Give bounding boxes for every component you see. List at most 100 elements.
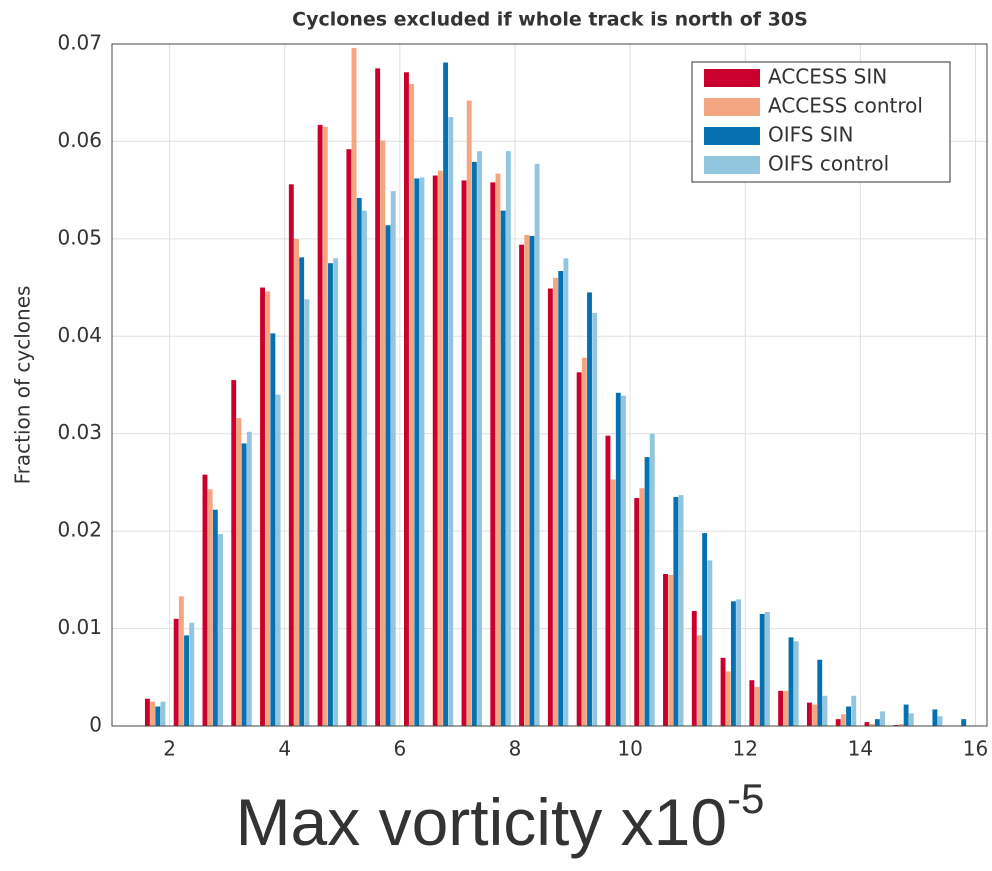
bar bbox=[869, 724, 875, 726]
bar bbox=[471, 161, 477, 727]
bar bbox=[155, 706, 161, 726]
y-tick-label: 0.07 bbox=[57, 31, 102, 55]
x-tick-label: 10 bbox=[617, 737, 642, 761]
bar bbox=[764, 612, 770, 726]
bar bbox=[207, 489, 213, 726]
y-tick-label: 0.06 bbox=[57, 128, 102, 152]
bar bbox=[720, 657, 726, 726]
bar bbox=[500, 210, 506, 727]
x-tick-label: 4 bbox=[278, 737, 291, 761]
bar bbox=[275, 394, 281, 726]
bar bbox=[241, 443, 247, 726]
bar bbox=[874, 719, 880, 726]
bar bbox=[903, 704, 909, 726]
bar bbox=[937, 716, 943, 726]
x-tick-label: 16 bbox=[963, 737, 988, 761]
x-tick-label: 14 bbox=[848, 737, 873, 761]
bar bbox=[673, 497, 679, 726]
x-tick-label: 8 bbox=[509, 737, 522, 761]
legend-label: OIFS control bbox=[768, 152, 889, 176]
bar bbox=[806, 702, 812, 726]
bar bbox=[725, 671, 731, 726]
bar bbox=[414, 178, 420, 727]
bar bbox=[558, 271, 564, 726]
bar bbox=[385, 225, 391, 726]
bar bbox=[547, 288, 553, 726]
bar bbox=[466, 100, 472, 727]
bar bbox=[490, 182, 496, 726]
legend-swatch bbox=[704, 69, 760, 87]
bar bbox=[932, 709, 938, 726]
bar bbox=[461, 180, 467, 726]
bar bbox=[610, 479, 616, 726]
legend-label: ACCESS control bbox=[768, 94, 923, 118]
bar bbox=[908, 713, 914, 726]
bar bbox=[749, 680, 755, 726]
bar bbox=[409, 83, 415, 726]
bar bbox=[615, 392, 621, 726]
bar bbox=[404, 72, 409, 727]
bar bbox=[851, 695, 857, 726]
bar bbox=[495, 173, 501, 726]
bar bbox=[702, 533, 708, 726]
legend-swatch bbox=[704, 156, 760, 174]
bar bbox=[754, 687, 760, 726]
bar bbox=[288, 184, 294, 727]
bar bbox=[477, 151, 483, 726]
bar bbox=[390, 191, 396, 727]
bar bbox=[524, 234, 530, 726]
bar bbox=[265, 291, 271, 726]
bar bbox=[333, 258, 339, 726]
bar bbox=[346, 149, 352, 727]
bar bbox=[576, 372, 582, 726]
bar bbox=[961, 719, 967, 726]
bar bbox=[322, 126, 328, 727]
bar bbox=[437, 170, 443, 726]
bar bbox=[432, 175, 438, 726]
y-tick-label: 0.01 bbox=[57, 615, 102, 639]
bar bbox=[236, 418, 242, 726]
bar bbox=[736, 599, 742, 726]
x-tick-label: 6 bbox=[393, 737, 406, 761]
bar bbox=[649, 433, 655, 726]
bar bbox=[668, 574, 674, 726]
legend-label: OIFS SIN bbox=[768, 123, 853, 147]
bar bbox=[835, 719, 841, 726]
bar bbox=[812, 704, 818, 726]
bar bbox=[846, 706, 852, 726]
legend-swatch bbox=[704, 98, 760, 116]
bar bbox=[189, 622, 195, 726]
y-tick-label: 0.04 bbox=[57, 323, 102, 347]
bar bbox=[144, 698, 150, 726]
x-axis-label-main: Max vorticity x10 bbox=[236, 785, 727, 859]
bar bbox=[160, 701, 166, 726]
bar bbox=[605, 435, 611, 726]
bar bbox=[356, 197, 362, 727]
bar bbox=[581, 357, 587, 726]
bar bbox=[864, 722, 870, 726]
bar bbox=[592, 312, 598, 726]
bar bbox=[231, 380, 237, 726]
bar bbox=[644, 457, 650, 726]
bar bbox=[380, 140, 386, 726]
bar bbox=[534, 163, 540, 726]
bar bbox=[663, 574, 668, 726]
y-axis-label: Fraction of cyclones bbox=[11, 286, 35, 485]
y-tick-label: 0 bbox=[89, 713, 102, 737]
bar bbox=[218, 534, 223, 726]
bar bbox=[246, 431, 252, 726]
bar bbox=[678, 495, 684, 726]
bar bbox=[553, 277, 558, 726]
legend-swatch bbox=[704, 127, 760, 145]
bar bbox=[759, 613, 765, 726]
bar bbox=[563, 258, 569, 726]
bar bbox=[270, 333, 276, 726]
bar bbox=[361, 210, 367, 727]
bar bbox=[529, 235, 535, 727]
bar bbox=[634, 498, 640, 726]
bar bbox=[880, 711, 885, 726]
x-axis-label-superscript: -5 bbox=[727, 775, 764, 822]
x-tick-label: 12 bbox=[732, 737, 757, 761]
bar bbox=[639, 488, 645, 726]
